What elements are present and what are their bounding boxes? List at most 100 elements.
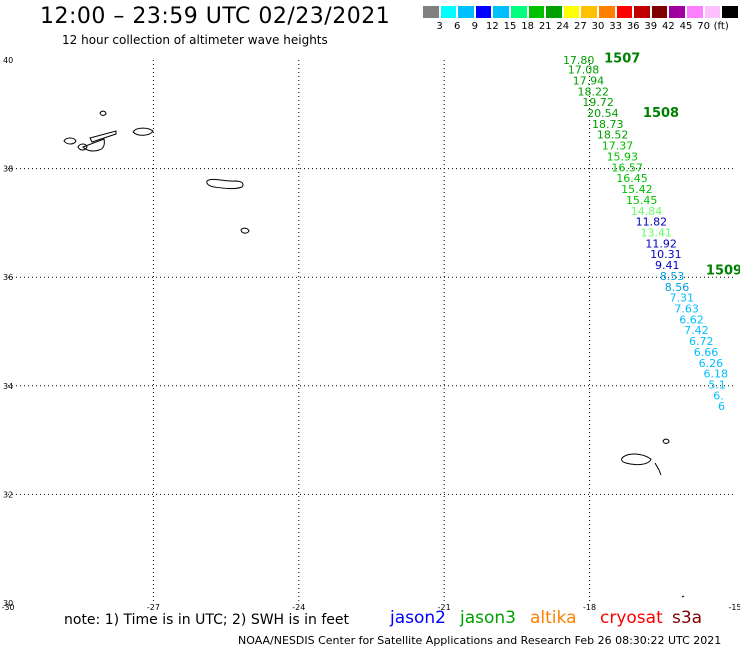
flores-island bbox=[63, 137, 77, 145]
color-scale-cell bbox=[650, 5, 669, 19]
lon-tick-label: -30 bbox=[1, 603, 14, 612]
swh-value-label: 17.37 bbox=[602, 140, 634, 153]
color-scale-label: 24 bbox=[556, 21, 570, 32]
color-scale-cell bbox=[527, 5, 546, 19]
color-scale-cell bbox=[615, 5, 634, 19]
color-scale-bar bbox=[422, 5, 739, 19]
color-scale-label: 39 bbox=[644, 21, 658, 32]
legend-altika: altika bbox=[530, 608, 577, 628]
swh-value-label: 19.72 bbox=[582, 96, 614, 109]
swh-value-label: 7.42 bbox=[684, 324, 709, 337]
lon-tick-label: -24 bbox=[292, 603, 305, 612]
swh-value-label: 14.84 bbox=[631, 205, 663, 218]
color-scale-cell bbox=[597, 5, 616, 19]
lat-lon-grid bbox=[8, 60, 735, 603]
lat-tick-label: 30 bbox=[3, 599, 13, 608]
swh-value-label: 11.82 bbox=[636, 216, 668, 229]
lat-tick-label: 38 bbox=[3, 165, 13, 174]
lon-tick-label: -27 bbox=[147, 603, 160, 612]
legend-cryosat: cryosat bbox=[600, 608, 663, 628]
swh-value-label: 17.08 bbox=[568, 64, 600, 77]
color-scale-label: 9 bbox=[471, 21, 478, 32]
pass-time-label: 1507 bbox=[604, 52, 640, 67]
map-title: 12:00 – 23:59 UTC 02/23/2021 bbox=[40, 4, 391, 29]
color-scale-cell bbox=[580, 5, 598, 19]
corvo-island bbox=[99, 110, 107, 116]
madeira-island bbox=[621, 453, 652, 466]
color-scale-cell bbox=[562, 5, 581, 19]
color-scale-cell bbox=[439, 5, 458, 19]
color-scale-cell bbox=[633, 5, 651, 19]
altimeter-track: 17.8017.0817.9418.2219.7220.5418.7318.52… bbox=[563, 52, 740, 414]
color-scale-cell bbox=[668, 5, 686, 19]
swh-value-label: 6.66 bbox=[694, 346, 719, 359]
lon-tick-label: -21 bbox=[438, 603, 451, 612]
lat-tick-label: 34 bbox=[3, 382, 13, 391]
swh-value-label: 7.31 bbox=[670, 292, 695, 305]
swh-value-label: 6.72 bbox=[689, 335, 714, 348]
swh-value-label: 6 bbox=[718, 400, 725, 413]
lon-tick-label: -18 bbox=[583, 603, 596, 612]
note-text: note: 1) Time is in UTC; 2) SWH is in fe… bbox=[64, 612, 350, 628]
color-scale-label: 45 bbox=[679, 21, 693, 32]
selvagens-island bbox=[681, 595, 685, 598]
color-scale-label: 18 bbox=[521, 21, 534, 32]
swh-value-label: 18.52 bbox=[597, 129, 629, 142]
swh-value-label: 18.73 bbox=[592, 118, 624, 131]
footer-credit: NOAA/NESDIS Center for Satellite Applica… bbox=[238, 634, 722, 647]
swh-value-label: 16.45 bbox=[616, 172, 648, 185]
legend-jason3: jason3 bbox=[460, 608, 516, 628]
color-scale-labels: 3 6 9 12 15 18 21 24 27 30 33 36 39 42 45 70 (ft) bbox=[422, 21, 740, 33]
color-scale-cell bbox=[685, 5, 704, 19]
swh-value-label: 6.18 bbox=[703, 368, 728, 381]
pico-island bbox=[82, 138, 105, 152]
sao-jorge-island bbox=[89, 130, 117, 143]
swh-value-label: 11.92 bbox=[645, 237, 677, 250]
color-scale-label: 15 bbox=[503, 21, 517, 32]
color-scale-label: 70 bbox=[697, 21, 710, 32]
legend-jason2: jason2 bbox=[390, 608, 446, 628]
swh-value-label: 15.42 bbox=[621, 183, 653, 196]
color-scale-cell bbox=[422, 5, 440, 19]
color-scale-cell bbox=[492, 5, 510, 19]
swh-value-label: 17.80 bbox=[563, 54, 595, 67]
swh-value-label: 13.41 bbox=[640, 226, 672, 239]
santa-maria-island bbox=[240, 227, 250, 234]
swh-value-label: 6.26 bbox=[699, 357, 724, 370]
desertas-islands bbox=[654, 462, 662, 476]
color-scale-cell bbox=[721, 5, 739, 19]
color-scale-cell bbox=[545, 5, 563, 19]
swh-value-label: 10.31 bbox=[650, 248, 682, 261]
axis-labels: -30 -27 -24 -21 -18 -15 40 38 36 34 32 30 bbox=[1, 56, 740, 612]
swh-value-label: 6. bbox=[713, 389, 724, 402]
lon-tick-label: -15 bbox=[728, 603, 740, 612]
swh-value-label: 16.57 bbox=[611, 161, 643, 174]
color-scale-cell bbox=[457, 5, 475, 19]
color-scale-label: 42 bbox=[662, 21, 675, 32]
pass-time-label: 1508 bbox=[643, 106, 679, 121]
graciosa-island bbox=[132, 127, 154, 136]
color-scale-label: 33 bbox=[609, 21, 622, 32]
sao-miguel-island bbox=[206, 178, 244, 190]
lat-tick-label: 32 bbox=[3, 490, 13, 499]
color-scale-label: 3 bbox=[436, 21, 443, 32]
swh-value-label: 9.41 bbox=[655, 259, 680, 272]
color-scale-label: 12 bbox=[486, 21, 499, 32]
lat-tick-label: 36 bbox=[3, 273, 13, 282]
color-scale-cell bbox=[703, 5, 722, 19]
color-scale-cell bbox=[509, 5, 528, 19]
color-scale-cell bbox=[474, 5, 493, 19]
swh-value-label: 5.1 bbox=[708, 379, 726, 392]
color-scale-label: 30 bbox=[591, 21, 605, 32]
swh-value-label: 15.93 bbox=[607, 150, 639, 163]
porto-santo-island bbox=[662, 438, 670, 444]
color-scale-label: 27 bbox=[574, 21, 587, 32]
legend-s3a: s3a bbox=[672, 608, 703, 628]
swh-value-label: 18.22 bbox=[577, 85, 609, 98]
lat-tick-label: 40 bbox=[3, 56, 13, 65]
swh-value-label: 20.54 bbox=[587, 107, 619, 120]
swh-value-label: 6.62 bbox=[679, 313, 704, 326]
swh-value-label: 17.94 bbox=[573, 74, 605, 87]
color-scale-label: 36 bbox=[626, 21, 640, 32]
